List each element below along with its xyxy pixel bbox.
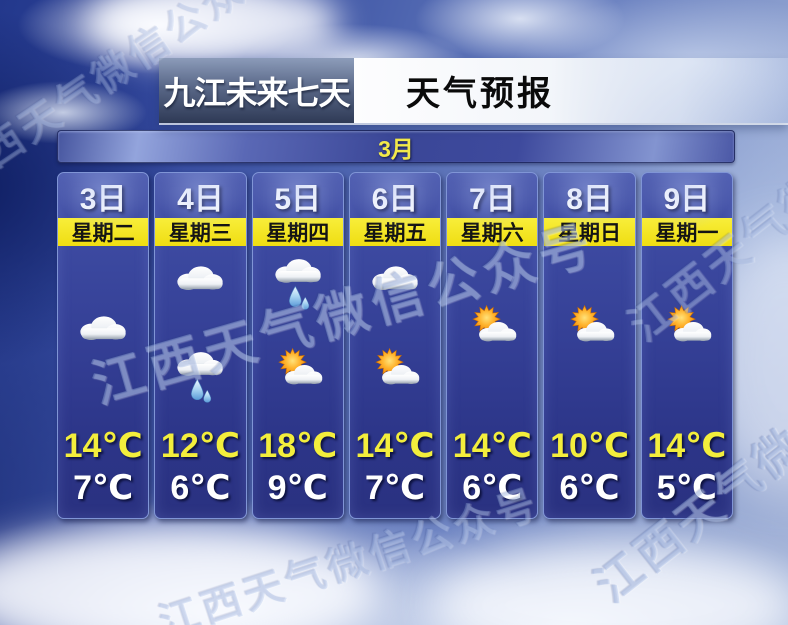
weekday-label: 星期五: [349, 218, 441, 246]
high-temp: 14℃: [452, 426, 532, 465]
forecast-day-column: 3日 星期二 14℃ 7℃: [57, 172, 150, 519]
date-label: 5日: [274, 182, 322, 216]
cloud-rain-icon: [171, 343, 229, 408]
forecast-program-label: 天气预报: [406, 75, 554, 113]
date-label: 9日: [663, 182, 711, 216]
weekday-label: 星期二: [58, 218, 149, 246]
weekday-label: 星期一: [641, 218, 732, 246]
cloud-blob: [430, 545, 788, 625]
forecast-day-column: 4日 星期三 12℃ 6℃: [154, 172, 247, 519]
weekday-label: 星期六: [447, 218, 538, 246]
date-label: 6日: [371, 182, 419, 216]
low-temp: 7℃: [364, 469, 426, 507]
high-temp: 12℃: [160, 426, 240, 465]
title-bar: 九江未来七天 天气预报: [159, 58, 788, 123]
low-temp: 6℃: [170, 469, 231, 507]
date-label: 4日: [177, 182, 224, 216]
low-temp: 5℃: [656, 469, 717, 507]
high-temp: 14℃: [355, 426, 435, 465]
sun-cloud-icon: [269, 343, 327, 408]
weekday-label: 星期日: [544, 218, 635, 246]
month-label: 3月: [378, 135, 414, 162]
forecast-program-panel: 天气预报: [354, 58, 788, 123]
weather-icons: [155, 246, 245, 425]
sun-cloud-icon: [561, 300, 619, 365]
weather-icons: [544, 246, 634, 425]
forecast-day-column: 8日 星期日 10℃ 6℃: [543, 172, 636, 519]
forecast-day-column: 9日 星期一 14℃ 5℃: [640, 172, 733, 519]
weekday-label: 星期三: [155, 218, 246, 246]
weather-icons: [642, 246, 732, 425]
cloud-icon: [366, 250, 424, 315]
weather-icons: [447, 246, 537, 425]
forecast-region-label: 九江未来七天: [163, 74, 350, 111]
low-temp: 7℃: [73, 469, 134, 507]
forecast-table: 3日 星期二 14℃ 7℃ 4日 星期三 12℃ 6℃ 5日 星期四 18℃ 9…: [57, 172, 733, 519]
high-temp: 10℃: [550, 426, 630, 465]
forecast-day-column: 5日 星期四 18℃ 9℃: [251, 172, 344, 519]
forecast-region-panel: 九江未来七天: [159, 58, 354, 123]
date-label: 7日: [468, 182, 516, 216]
high-temp: 14℃: [63, 426, 143, 465]
cloud-blob: [90, 0, 340, 65]
cloud-blob: [0, 525, 380, 625]
forecast-day-column: 7日 星期六 14℃ 6℃: [446, 172, 539, 519]
forecast-day-column: 6日 星期五 14℃ 7℃: [348, 172, 442, 519]
weather-icons: [58, 246, 148, 425]
weather-icons: [350, 246, 440, 425]
month-bar: 3月: [57, 130, 735, 163]
cloud-icon: [74, 300, 132, 365]
sun-cloud-icon: [366, 343, 424, 408]
high-temp: 18℃: [258, 426, 338, 465]
low-temp: 6℃: [559, 469, 620, 507]
weather-icons: [253, 246, 343, 425]
weekday-label: 星期四: [252, 218, 343, 246]
low-temp: 9℃: [267, 469, 328, 507]
sun-cloud-icon: [658, 300, 716, 365]
sun-cloud-icon: [463, 300, 521, 365]
high-temp: 14℃: [647, 426, 727, 465]
low-temp: 6℃: [462, 469, 523, 507]
cloud-icon: [171, 250, 229, 315]
date-label: 8日: [566, 182, 613, 216]
cloud-rain-icon: [269, 250, 327, 315]
date-label: 3日: [79, 182, 127, 216]
